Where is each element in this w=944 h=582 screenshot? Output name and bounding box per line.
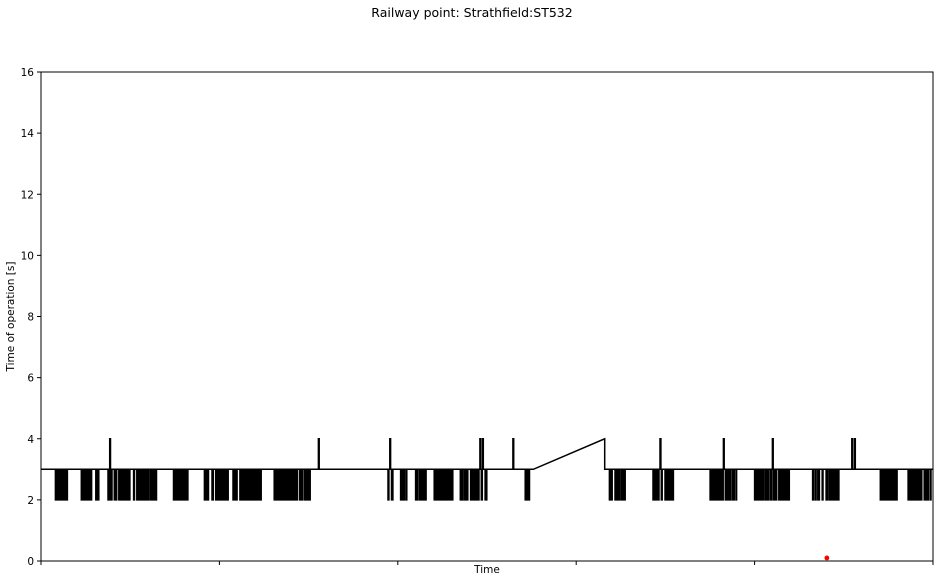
y-tick-label: 14 (21, 128, 35, 140)
y-tick-label: 2 (27, 495, 34, 507)
plot-area (41, 437, 933, 561)
y-axis-label: Time of operation [s] (5, 262, 17, 373)
y-tick-label: 8 (27, 312, 34, 324)
y-tick-label: 0 (27, 556, 34, 568)
y-axis: 0 2 4 6 8 10 12 14 16 (21, 67, 41, 568)
x-axis (40, 561, 934, 565)
y-tick-label: 16 (21, 67, 35, 79)
series-line (41, 437, 933, 501)
y-tick-label: 4 (27, 434, 34, 446)
scatter-point (824, 555, 830, 561)
chart-title: Railway point: Strathfield:ST532 (371, 5, 572, 20)
y-tick-label: 6 (27, 373, 34, 385)
y-tick-label: 10 (21, 250, 34, 262)
y-tick-label: 12 (21, 189, 34, 201)
x-axis-label: Time (473, 564, 500, 576)
